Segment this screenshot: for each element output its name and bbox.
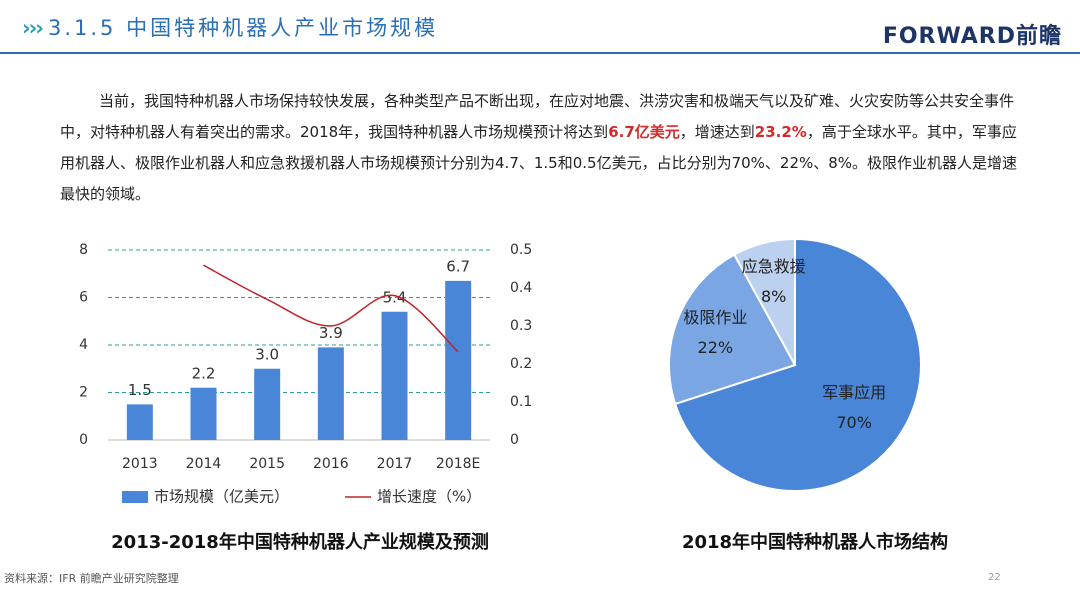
pie-value-label: 22% — [697, 338, 734, 358]
y-tick-label: 8 — [79, 242, 88, 258]
value-label: 3.0 — [255, 345, 279, 363]
y2-tick-label: 0.4 — [510, 280, 532, 296]
pie-label: 军事应用 70% — [821, 378, 887, 438]
pie-value-label: 8% — [760, 287, 787, 306]
y-tick-label: 0 — [79, 432, 88, 448]
y2-tick-label: 0.1 — [510, 394, 532, 410]
highlight-text: 6.7亿美元 — [608, 123, 680, 141]
bar — [445, 280, 472, 440]
x-tick-label: 2015 — [249, 456, 285, 472]
bar — [317, 347, 344, 440]
value-label: 1.5 — [128, 381, 152, 399]
header-icon: ››› — [22, 16, 44, 40]
paragraph-text: ，高于全球水平。其中，军事应用机器人、极限作业机器人和应急救援机器人市场规模预计… — [60, 123, 1018, 203]
x-tick-label: 2017 — [377, 456, 413, 472]
header-title: 3.1.5 中国特种机器人产业市场规模 — [47, 16, 439, 40]
y-tick-label: 2 — [79, 385, 88, 401]
highlight-text: 23.2% — [754, 123, 807, 141]
pie-slice — [668, 253, 797, 406]
chart-title: 2018年中国特种机器人市场结构 — [682, 531, 948, 553]
x-tick-label: 2013 — [122, 456, 158, 472]
growth-line — [203, 264, 459, 353]
pie-slice — [732, 237, 796, 366]
x-tick-label: 2014 — [186, 456, 222, 472]
pie-value-label: 70% — [836, 412, 872, 432]
y-tick-label: 4 — [79, 337, 88, 353]
source: 资料来源：IFR 前瞻产业研究院整理 — [4, 572, 179, 585]
value-label: 3.9 — [319, 324, 343, 342]
pie-label: 应急救援 8% — [741, 252, 807, 312]
paragraph-text: ，增速达到 — [679, 123, 755, 141]
bar — [381, 311, 408, 440]
bar — [190, 387, 217, 440]
value-label: 6.7 — [446, 257, 470, 275]
bar — [254, 368, 281, 440]
legend-label: 增长速度（%） — [377, 488, 481, 506]
legend-label: 市场规模（亿美元） — [154, 488, 289, 506]
pie-label: 极限作业 22% — [682, 303, 748, 363]
header-rule — [0, 52, 1080, 54]
pie-category: 应急救援 — [741, 257, 806, 276]
header-title-box: ››› 3.1.5 中国特种机器人产业市场规模 — [22, 12, 438, 42]
pie-category: 极限作业 — [683, 308, 748, 328]
chart-title: 2013-2018年中国特种机器人产业规模及预测 — [111, 531, 489, 553]
pie-category: 军事应用 — [822, 382, 887, 402]
paragraph-text: 当前，我国特种机器人市场保持较快发展，各种类型产品不断出现，在应对地震、洪涝灾害… — [60, 92, 1015, 141]
paragraph: 当前，我国特种机器人市场保持较快发展，各种类型产品不断出现，在应对地震、洪涝灾害… — [60, 86, 1020, 210]
y2-tick-label: 0 — [510, 432, 519, 448]
y2-tick-label: 0.3 — [510, 318, 532, 334]
y-tick-label: 6 — [79, 290, 88, 306]
bar — [126, 404, 153, 440]
page-number: 22 — [988, 572, 1001, 583]
legend-swatch — [122, 491, 148, 503]
x-tick-label: 2016 — [313, 456, 349, 472]
x-tick-label: 2018E — [436, 456, 480, 472]
logo: FORWARD前瞻 — [882, 24, 1062, 49]
value-label: 5.4 — [383, 288, 407, 306]
y2-tick-label: 0.5 — [510, 242, 532, 258]
y2-tick-label: 0.2 — [510, 356, 532, 372]
pie-slice — [673, 237, 922, 492]
value-label: 2.2 — [192, 364, 216, 382]
